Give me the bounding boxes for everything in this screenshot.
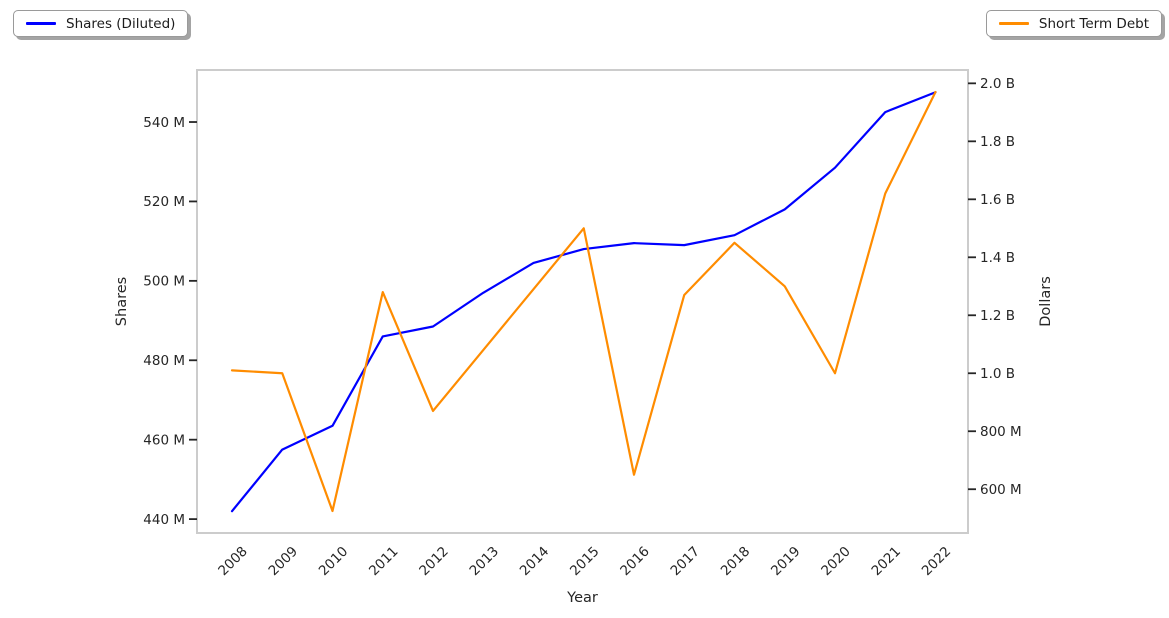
x-axis-title: Year xyxy=(566,590,598,606)
short-term-debt-line-sample xyxy=(998,22,1029,25)
right-axis-tick-label: 600 M xyxy=(980,482,1022,498)
x-axis-tick-label: 2022 xyxy=(919,544,955,580)
x-axis-tick-label: 2010 xyxy=(316,544,352,580)
x-axis-tick-label: 2013 xyxy=(466,544,502,580)
x-axis-tick-label: 2016 xyxy=(617,544,653,580)
x-axis-tick-label: 2009 xyxy=(265,544,301,580)
series-line-shares-diluted xyxy=(230,91,937,513)
short-term-debt-legend-label: Short Term Debt xyxy=(1038,15,1149,32)
left-axis-tick-label: 460 M xyxy=(143,432,185,448)
legend-shares-diluted: Shares (Diluted) xyxy=(13,10,189,37)
left-axis-tick-label: 440 M xyxy=(143,512,185,528)
x-axis-tick-label: 2012 xyxy=(416,544,452,580)
right-axis-tick-label: 1.8 B xyxy=(980,134,1015,150)
shares-diluted-line-sample xyxy=(26,22,56,25)
left-axis-title: Shares xyxy=(114,277,130,326)
x-axis-tick-label: 2014 xyxy=(517,544,553,580)
x-axis-tick-label: 2021 xyxy=(868,544,904,580)
x-axis-tick-label: 2018 xyxy=(718,544,754,580)
legend-short-term-debt: Short Term Debt xyxy=(985,10,1162,37)
left-axis-tick-label: 500 M xyxy=(143,274,185,290)
left-axis-tick-label: 520 M xyxy=(143,194,185,210)
right-axis-title: Dollars xyxy=(1038,276,1054,327)
x-axis-tick-label: 2011 xyxy=(366,544,402,580)
x-axis-tick-label: 2015 xyxy=(567,544,603,580)
right-axis-tick-label: 800 M xyxy=(980,424,1022,440)
left-axis-tick-label: 480 M xyxy=(143,353,185,369)
right-axis-tick-label: 2.0 B xyxy=(980,76,1015,92)
left-axis-tick-label: 540 M xyxy=(143,115,185,131)
x-axis-tick-label: 2017 xyxy=(667,544,703,580)
series-line-short-term-debt xyxy=(230,90,937,513)
shares-diluted-legend-label: Shares (Diluted) xyxy=(66,15,176,32)
right-axis-tick-label: 1.4 B xyxy=(980,250,1015,266)
plot-border xyxy=(196,69,969,534)
right-axis-tick-label: 1.2 B xyxy=(980,308,1015,324)
x-axis-tick-label: 2019 xyxy=(768,544,804,580)
right-axis-tick-label: 1.6 B xyxy=(980,192,1015,208)
x-axis-tick-label: 2020 xyxy=(818,544,854,580)
right-axis-tick-label: 1.0 B xyxy=(980,366,1015,382)
x-axis-tick-label: 2008 xyxy=(215,544,251,580)
